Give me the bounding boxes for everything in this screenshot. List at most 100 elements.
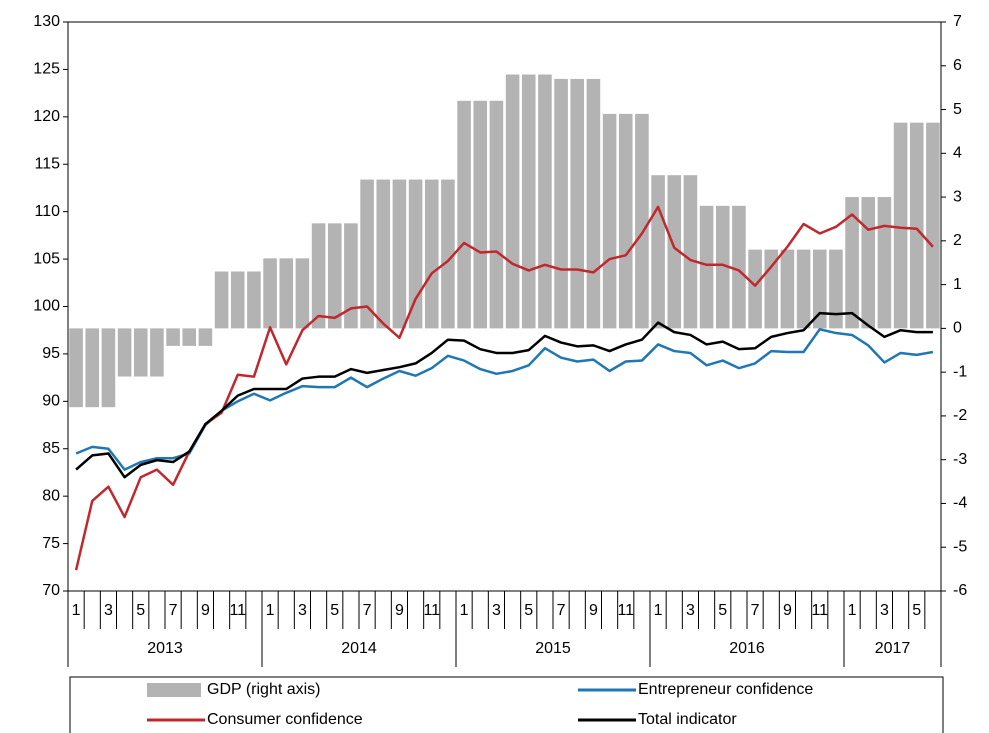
x-tick-label: 11 <box>811 602 828 619</box>
bar <box>554 78 568 329</box>
bar <box>489 100 504 329</box>
bar <box>85 328 100 408</box>
bar <box>796 249 811 329</box>
bar <box>166 328 180 346</box>
x-tick-label: 7 <box>363 602 372 619</box>
y-tick-label: 95 <box>42 345 60 362</box>
x-tick-label: 5 <box>524 602 533 619</box>
y-tick-label: 120 <box>33 108 60 125</box>
y2-tick-label: -3 <box>953 451 967 468</box>
bar <box>327 223 342 329</box>
bar <box>812 249 827 329</box>
x-tick-label: 5 <box>718 602 727 619</box>
bar <box>732 205 746 329</box>
x-tick-label: 7 <box>557 602 566 619</box>
bar <box>344 223 358 329</box>
bar <box>570 78 585 329</box>
y2-tick-label: 3 <box>953 188 962 205</box>
bar <box>69 328 83 408</box>
bar <box>311 223 326 329</box>
bar <box>457 100 471 329</box>
year-label: 2017 <box>875 640 911 657</box>
bar <box>247 271 261 329</box>
year-label: 2014 <box>341 640 377 657</box>
bar <box>182 328 197 346</box>
x-tick-label: 3 <box>880 602 889 619</box>
bar <box>150 328 164 377</box>
bar <box>780 249 795 329</box>
bar <box>845 197 859 329</box>
x-tick-label: 1 <box>848 602 857 619</box>
bar <box>683 175 698 329</box>
bar <box>861 197 876 329</box>
y2-tick-label: 6 <box>953 57 962 74</box>
bar <box>376 179 391 329</box>
x-tick-label: 11 <box>423 602 440 619</box>
y-tick-label: 75 <box>42 535 60 552</box>
x-tick-label: 9 <box>201 602 210 619</box>
bar <box>295 258 310 329</box>
y2-tick-label: -1 <box>953 363 967 380</box>
y-tick-label: 100 <box>33 298 60 315</box>
legend-box <box>69 676 944 733</box>
bar <box>715 205 730 329</box>
line <box>75 328 934 471</box>
x-tick-label: 1 <box>654 602 663 619</box>
bar <box>408 179 423 329</box>
y2-tick-label: 5 <box>953 101 962 118</box>
y-tick-label: 80 <box>42 487 60 504</box>
x-tick-label: 5 <box>330 602 339 619</box>
bar <box>424 179 439 329</box>
bar <box>133 328 148 377</box>
y2-tick-label: 2 <box>953 232 962 249</box>
year-label: 2016 <box>729 640 765 657</box>
line <box>75 311 933 479</box>
bar <box>521 74 536 329</box>
year-label: 2015 <box>535 640 571 657</box>
bar <box>360 179 374 329</box>
y-tick-label: 90 <box>42 393 60 410</box>
bar <box>602 113 617 329</box>
x-tick-label: 9 <box>589 602 598 619</box>
x-tick-label: 7 <box>169 602 178 619</box>
x-tick-label: 11 <box>617 602 634 619</box>
y2-tick-label: -5 <box>953 538 967 555</box>
bar <box>101 328 116 408</box>
x-tick-label: 1 <box>266 602 275 619</box>
bar <box>198 328 213 346</box>
x-tick-label: 5 <box>912 602 921 619</box>
bar <box>230 271 245 329</box>
y2-tick-label: 0 <box>953 320 962 337</box>
y2-tick-label: -2 <box>953 407 967 424</box>
x-tick-label: 11 <box>229 602 246 619</box>
bar <box>909 122 924 329</box>
bar <box>651 175 665 329</box>
x-tick-label: 3 <box>298 602 307 619</box>
year-label: 2013 <box>147 640 183 657</box>
y2-tick-label: 7 <box>953 13 962 30</box>
bar <box>263 258 277 329</box>
y-tick-label: 115 <box>34 155 60 172</box>
bar <box>586 78 601 329</box>
y-tick-label: 105 <box>33 250 60 267</box>
bar <box>667 175 682 329</box>
y-tick-label: 130 <box>33 13 60 30</box>
y2-tick-label: 1 <box>953 276 962 293</box>
bar <box>877 197 892 329</box>
y-tick-label: 125 <box>33 61 60 78</box>
bar <box>117 328 132 377</box>
bar <box>279 258 294 329</box>
bar <box>214 271 229 329</box>
bar <box>635 113 649 329</box>
bar <box>748 249 762 329</box>
bar <box>473 100 488 329</box>
bar <box>926 122 940 329</box>
bar <box>893 122 908 329</box>
x-tick-label: 9 <box>783 602 792 619</box>
x-tick-label: 9 <box>395 602 404 619</box>
bar <box>538 74 552 329</box>
y-tick-label: 85 <box>42 440 60 457</box>
bar <box>441 179 455 329</box>
x-tick-label: 1 <box>72 602 81 619</box>
